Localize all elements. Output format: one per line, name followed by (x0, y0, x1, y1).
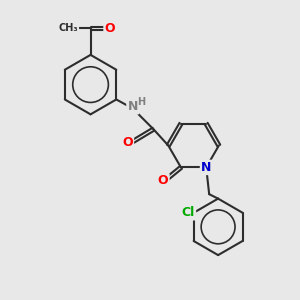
Text: N: N (201, 161, 211, 174)
Text: N: N (128, 100, 138, 113)
Text: Cl: Cl (182, 206, 195, 219)
Text: CH₃: CH₃ (58, 23, 78, 33)
Text: H: H (137, 97, 145, 107)
Text: O: O (105, 22, 115, 34)
Text: O: O (122, 136, 133, 149)
Text: O: O (158, 174, 168, 187)
